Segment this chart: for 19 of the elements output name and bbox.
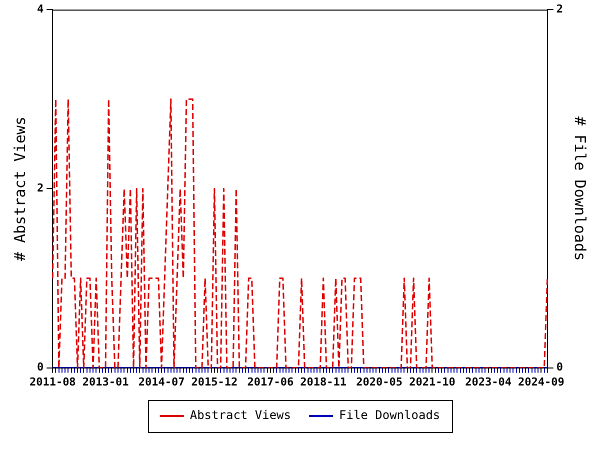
x-tick-label: 2013-01 — [82, 375, 130, 388]
x-tick-label: 2021-10 — [409, 375, 456, 388]
x-tick-label: 2018-11 — [300, 375, 347, 388]
y-tick-label: 4 — [37, 2, 44, 16]
x-tick-label: 2024-09 — [518, 375, 564, 388]
legend-label: Abstract Views — [190, 408, 292, 422]
x-tick-label: 2017-06 — [247, 375, 294, 388]
y-tick-label: 0 — [37, 360, 44, 374]
legend-label: File Downloads — [339, 408, 440, 422]
x-tick-label: 2011-08 — [29, 375, 76, 388]
x-tick-label: 2023-04 — [465, 375, 512, 388]
y2-tick-label: 2 — [556, 2, 563, 16]
x-tick-label: 2020-05 — [356, 375, 403, 388]
x-tick-label: 2014-07 — [138, 375, 185, 388]
y-tick-label: 2 — [37, 182, 44, 195]
x-tick-label: 2015-12 — [191, 375, 238, 388]
y2-tick-label: 0 — [556, 360, 563, 374]
y-axis-title: # Abstract Views — [10, 116, 29, 261]
y2-axis-title: # File Downloads — [571, 116, 590, 261]
